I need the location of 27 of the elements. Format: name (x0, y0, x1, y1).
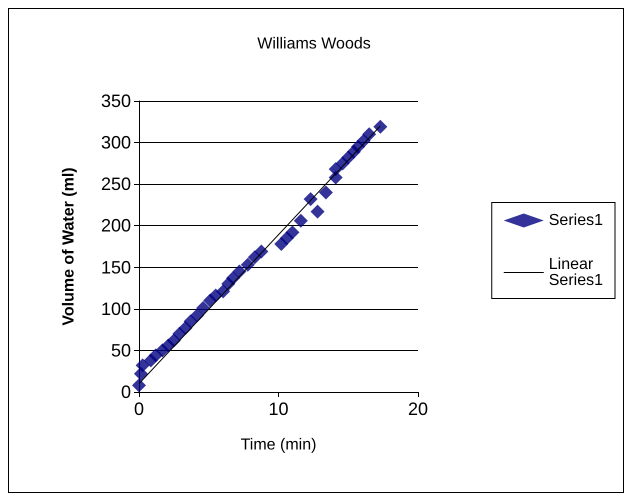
y-tick-label: 250 (100, 174, 131, 194)
legend-label: Series1 (548, 212, 604, 229)
x-tick-label: 10 (268, 399, 289, 419)
point (362, 127, 376, 142)
y-tick-label: 150 (100, 257, 131, 278)
y-tick-label: 200 (100, 216, 131, 236)
point (136, 358, 150, 372)
x-axis-title: Time (min) (240, 436, 316, 454)
y-tick-label: 0 (120, 382, 131, 402)
point (294, 214, 308, 228)
y-tick-label: 50 (110, 340, 131, 360)
y-tick-label: 350 (100, 91, 131, 111)
point (373, 120, 388, 134)
y-axis-title: Volume of Water (ml) (60, 167, 78, 326)
point (285, 225, 300, 240)
point (318, 185, 333, 200)
point (196, 301, 210, 316)
point (240, 258, 255, 272)
point (132, 378, 146, 392)
x-tick-label: 0 (134, 399, 144, 419)
point (310, 204, 325, 219)
x-tick-label: 20 (408, 399, 428, 419)
chart-title: Williams Woods (257, 36, 371, 52)
legend-label: Linear Series1 (548, 256, 604, 289)
y-tick-label: 100 (100, 298, 131, 319)
point (254, 244, 268, 258)
y-tick-label: 300 (100, 132, 131, 153)
